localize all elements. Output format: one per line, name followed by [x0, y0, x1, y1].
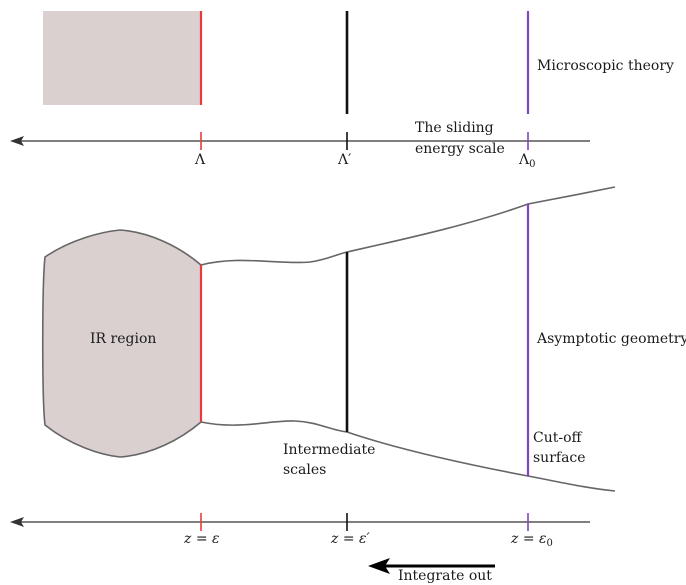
- tick-label-z-epsilon-lhs: z: [184, 531, 192, 547]
- cutoff-surface-label-line2: surface: [533, 450, 586, 466]
- tick-label-z-epsilon-prime-eq: =: [338, 531, 360, 547]
- tick-label-z-epsilon0-eq: =: [518, 531, 540, 547]
- tick-label-z-epsilon-eq: =: [191, 531, 213, 547]
- integrate-out-label: Integrate out: [398, 568, 492, 584]
- sliding-scale-label-line1: The sliding: [415, 120, 494, 136]
- tick-label-lambda: Λ: [195, 152, 206, 168]
- tick-label-z-epsilon-prime-rhs: ε′: [359, 531, 370, 547]
- tick-label-lambda0-sub: 0: [529, 159, 536, 170]
- geometry-lower-boundary: [200, 420, 616, 492]
- tick-label-z-epsilon0-lhs: z: [511, 531, 519, 547]
- sliding-scale-label-line2: energy scale: [415, 141, 505, 157]
- tick-label-z-epsilon-prime-lhs: z: [331, 531, 339, 547]
- ir-region-label: IR region: [90, 331, 157, 347]
- asymptotic-geometry-label: Asymptotic geometry: [537, 331, 686, 347]
- tick-label-z-epsilon0-rhs: ε: [539, 531, 547, 547]
- tick-label-z-epsilon0: z = ε0: [511, 531, 553, 549]
- tick-label-z-epsilon-rhs: ε: [212, 531, 220, 547]
- tick-label-z-epsilon0-sub: 0: [546, 538, 553, 549]
- uv-shaded-block: [43, 11, 200, 105]
- z-axis-arrowhead: [10, 517, 24, 527]
- tick-label-z-epsilon-prime: z = ε′: [331, 531, 370, 548]
- tick-label-lambda0-base: Λ: [519, 152, 530, 168]
- intermediate-scales-label-line1: Intermediate: [283, 442, 376, 458]
- tick-label-lambda-prime: Λ′: [338, 152, 352, 168]
- integrate-out-arrowhead: [368, 558, 390, 574]
- cutoff-surface-label-line1: Cut-off: [533, 430, 582, 446]
- intermediate-scales-label-line2: scales: [283, 462, 327, 478]
- geometry-upper-boundary: [200, 186, 616, 266]
- tick-label-lambda0: Λ0: [519, 152, 536, 170]
- tick-label-z-epsilon: z = ε: [184, 531, 220, 548]
- ir-region-shape: [41, 229, 202, 458]
- energy-axis-arrowhead: [10, 136, 24, 146]
- microscopic-theory-label: Microscopic theory: [537, 58, 674, 74]
